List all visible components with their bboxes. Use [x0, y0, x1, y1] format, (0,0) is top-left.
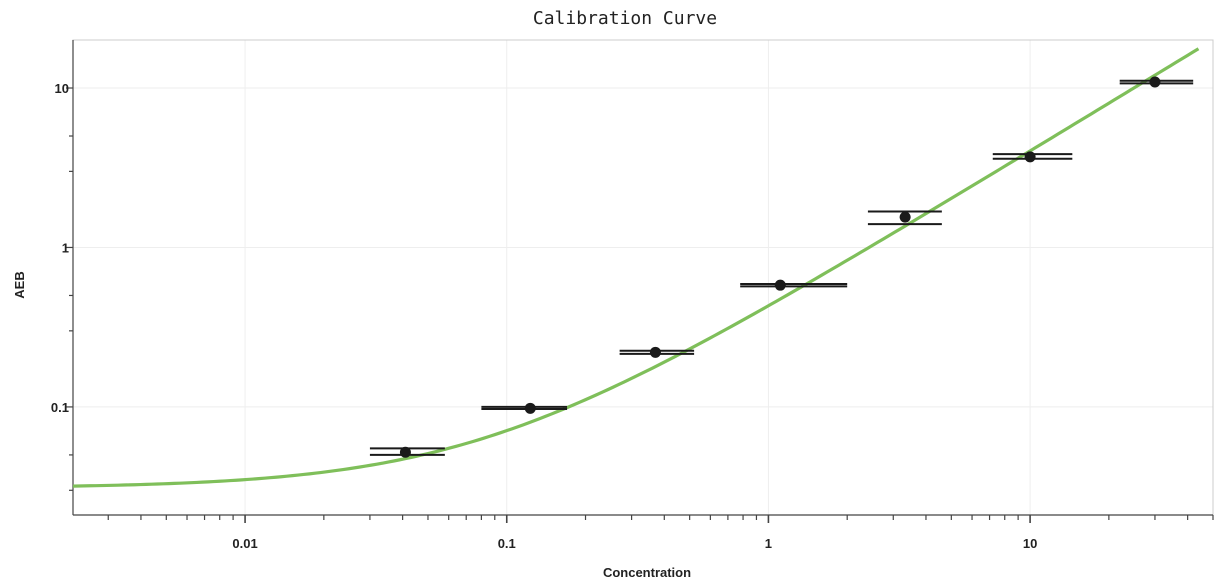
data-point [649, 346, 661, 358]
plot-area [72, 39, 1214, 516]
x-tick-label: 0.1 [498, 536, 516, 551]
y-axis-label: AEB [12, 271, 27, 298]
data-point [1024, 151, 1036, 163]
y-axis-ticks [66, 87, 73, 491]
error-bars [369, 79, 1194, 456]
fit-curve [72, 47, 1200, 488]
x-axis-ticks [107, 515, 1214, 523]
x-axis-tick-labels: 0.01 0.1 1 10 [232, 536, 1037, 551]
data-point [1149, 76, 1161, 88]
data-point [899, 211, 911, 223]
y-tick-label: 0.1 [51, 400, 69, 415]
x-tick-label: 10 [1023, 536, 1037, 551]
y-tick-label: 1 [62, 240, 69, 255]
y-tick-label: 10 [55, 81, 69, 96]
chart-title: Calibration Curve [533, 8, 717, 29]
y-axis-tick-labels: 0.1 1 10 [51, 81, 69, 415]
data-point [524, 402, 536, 414]
x-tick-label: 1 [765, 536, 772, 551]
x-tick-label: 0.01 [232, 536, 257, 551]
data-point [399, 446, 411, 458]
x-axis-label: Concentration [603, 565, 691, 580]
grid-lines [73, 40, 1213, 515]
data-point [774, 279, 786, 291]
data-points [399, 76, 1161, 458]
